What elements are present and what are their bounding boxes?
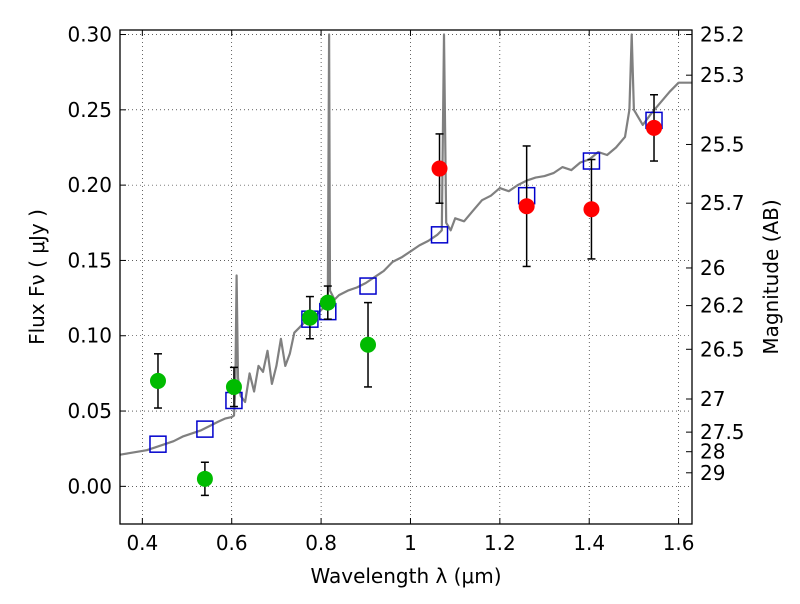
y2-tick-label: 26 bbox=[700, 256, 725, 280]
x-tick-label: 1.2 bbox=[484, 531, 516, 555]
y-tick-label: 0.30 bbox=[67, 23, 112, 47]
observed-optical-point bbox=[196, 470, 213, 487]
y-tick-label: 0.05 bbox=[67, 399, 112, 423]
observed-optical-point bbox=[319, 294, 336, 311]
plot-area bbox=[120, 33, 692, 497]
y-tick-label: 0.25 bbox=[67, 98, 112, 122]
y2-tick-label: 29 bbox=[700, 461, 725, 485]
x-tick-label: 1.6 bbox=[663, 531, 695, 555]
x-tick-label: 0.6 bbox=[216, 531, 248, 555]
grid-lines bbox=[120, 30, 692, 524]
x-tick-label: 0.4 bbox=[126, 531, 158, 555]
x-tick-label: 1 bbox=[404, 531, 417, 555]
x-axis-label: Wavelength λ (μm) bbox=[310, 564, 501, 588]
x-tick-label: 0.8 bbox=[305, 531, 337, 555]
observed-optical-point bbox=[149, 372, 166, 389]
model-photometry-square bbox=[430, 226, 449, 244]
y2-tick-label: 26.5 bbox=[700, 337, 745, 361]
observed-nir-point bbox=[518, 198, 535, 215]
observed-nir-point bbox=[583, 201, 600, 218]
y2-tick-label: 25.2 bbox=[700, 23, 745, 47]
y-tick-label: 0.10 bbox=[67, 324, 112, 348]
observed-optical-point bbox=[225, 378, 242, 395]
model-photometry-square bbox=[196, 420, 214, 438]
spectrum-line bbox=[120, 33, 692, 456]
y-axis-label: Flux Fν ( μJy ) bbox=[25, 209, 49, 345]
observed-nir-point bbox=[646, 119, 663, 136]
model-photometry-square bbox=[359, 277, 377, 295]
y-tick-label: 0.15 bbox=[67, 248, 112, 272]
y2-tick-label: 28 bbox=[700, 440, 725, 464]
y2-tick-label: 25.7 bbox=[700, 191, 745, 215]
observed-optical-point bbox=[301, 309, 318, 326]
y2-tick-label: 25.3 bbox=[700, 63, 745, 87]
y-tick-label: 0.20 bbox=[67, 173, 112, 197]
axes-ticks: 0.4 0.6 0.8 1 1.2 1.4 1.6 0.00 0.05 0.10 0.15 0.20 0… bbox=[67, 23, 744, 555]
y2-tick-label: 27.5 bbox=[700, 420, 745, 444]
y-tick-label: 0.00 bbox=[67, 474, 112, 498]
observed-nir-point bbox=[431, 160, 448, 177]
x-tick-label: 1.4 bbox=[573, 531, 605, 555]
plot-frame bbox=[119, 29, 693, 525]
y2-axis-label: Magnitude (AB) bbox=[759, 199, 783, 354]
y2-tick-label: 26.2 bbox=[700, 294, 745, 318]
y2-tick-label: 25.5 bbox=[700, 132, 745, 156]
y2-tick-label: 27 bbox=[700, 387, 725, 411]
model-photometry-square bbox=[149, 435, 167, 453]
observed-optical-point bbox=[360, 336, 377, 353]
